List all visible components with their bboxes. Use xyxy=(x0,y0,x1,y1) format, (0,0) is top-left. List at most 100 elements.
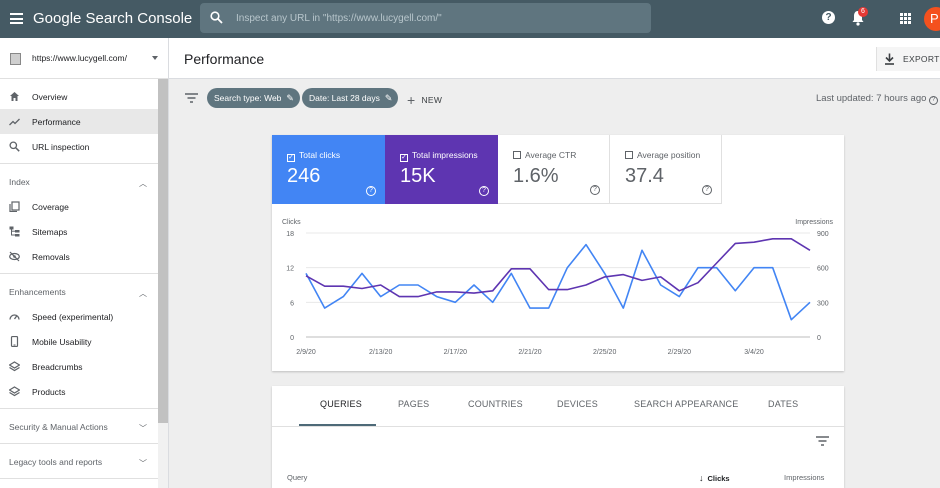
column-header-impressions[interactable]: Impressions xyxy=(784,473,825,482)
metric-total-clicks[interactable]: ✓ Total clicks 246 ? xyxy=(272,135,385,204)
sidebar-item-performance[interactable]: Performance xyxy=(0,109,158,134)
column-header-clicks[interactable]: ↓ Clicks xyxy=(699,473,730,483)
trending-up-icon xyxy=(9,118,20,126)
help-icon[interactable]: ? xyxy=(479,186,489,196)
x-tick-label: 2/17/20 xyxy=(444,349,467,356)
metric-average-position[interactable]: Average position 37.4 ? xyxy=(610,135,722,204)
sidebar-scrollbar-thumb[interactable] xyxy=(158,79,168,423)
tab-devices[interactable]: DEVICES xyxy=(557,399,598,409)
arrow-down-icon: ↓ xyxy=(699,473,704,483)
x-tick-label: 3/4/20 xyxy=(744,349,764,356)
last-updated-text: Last updated: 7 hours ago ? xyxy=(816,93,939,105)
filter-icon[interactable] xyxy=(816,436,829,446)
metric-total-impressions[interactable]: ✓ Total impressions 15K ? xyxy=(385,135,498,204)
sidebar-item-mobile-usability[interactable]: Mobile Usability xyxy=(0,329,158,354)
help-icon[interactable]: ? xyxy=(366,186,376,196)
phone-icon xyxy=(10,336,19,347)
avatar[interactable]: P xyxy=(924,7,940,31)
apps-grid-icon[interactable] xyxy=(900,13,911,24)
left-tick-label: 12 xyxy=(286,266,294,273)
app-title[interactable]: Google Search Console xyxy=(33,10,193,27)
right-tick-label: 900 xyxy=(817,231,829,238)
sidebar-item-speed[interactable]: Speed (experimental) xyxy=(0,304,158,329)
sidebar-item-sitemaps[interactable]: Sitemaps xyxy=(0,219,158,244)
chevron-down-icon: ﹀ xyxy=(139,459,147,468)
help-icon[interactable]: ? xyxy=(822,11,835,24)
tab-countries[interactable]: COUNTRIES xyxy=(468,399,523,409)
date-range-chip[interactable]: Date: Last 28 days ✎ xyxy=(302,88,399,108)
sidebar-item-breadcrumbs[interactable]: Breadcrumbs xyxy=(0,354,158,379)
export-button[interactable]: EXPORT xyxy=(876,47,940,71)
impressions-series-line xyxy=(305,237,811,298)
metric-average-ctr[interactable]: Average CTR 1.6% ? xyxy=(498,135,610,204)
filter-bar: Search type: Web ✎ Date: Last 28 days ✎ + N… xyxy=(169,80,940,118)
x-tick-label: 2/29/20 xyxy=(668,349,691,356)
layers-icon xyxy=(9,386,20,397)
chevron-up-icon: ︿ xyxy=(139,179,147,188)
sidebar-item-removals[interactable]: Removals xyxy=(0,244,158,269)
right-tick-label: 0 xyxy=(817,335,821,342)
sidebar-divider xyxy=(0,478,158,479)
tab-search-appearance[interactable]: SEARCH APPEARANCE xyxy=(634,399,739,409)
sidebar-item-coverage[interactable]: Coverage xyxy=(0,194,158,219)
left-axis-title: Clicks xyxy=(282,219,301,226)
checkbox-unchecked-icon[interactable] xyxy=(625,151,633,159)
top-app-bar: Google Search Console ? 6 P xyxy=(0,0,940,38)
caret-down-icon xyxy=(152,56,158,60)
left-tick-label: 0 xyxy=(290,335,294,342)
tab-queries[interactable]: QUERIES xyxy=(320,399,362,409)
menu-icon[interactable] xyxy=(10,13,23,24)
url-inspect-search[interactable] xyxy=(200,3,651,33)
x-tick-label: 2/21/20 xyxy=(518,349,541,356)
sidebar-section-security[interactable]: Security & Manual Actions ﹀ xyxy=(9,422,147,433)
sidebar-section-index[interactable]: Index ︿ xyxy=(9,177,147,188)
performance-chart: Clicks Impressions 18 900 12 600 6 300 0 0 2/9/20 2… xyxy=(272,204,844,371)
page-header: Performance EXPORT xyxy=(169,38,940,79)
right-axis-title: Impressions xyxy=(795,219,833,226)
search-type-chip[interactable]: Search type: Web ✎ xyxy=(207,88,300,108)
sidebar: https://www.lucygell.com/ Overview Perfo… xyxy=(0,38,169,488)
sidebar-divider xyxy=(0,408,158,409)
right-tick-label: 600 xyxy=(817,266,829,273)
metric-value: 15K xyxy=(400,165,436,187)
filter-icon[interactable] xyxy=(185,93,198,103)
sidebar-section-enhancements[interactable]: Enhancements ︿ xyxy=(9,287,147,298)
tab-dates[interactable]: DATES xyxy=(768,399,799,409)
chevron-down-icon: ﹀ xyxy=(139,424,147,433)
edit-icon: ✎ xyxy=(384,93,393,103)
notification-badge: 6 xyxy=(858,7,868,17)
sitemap-icon xyxy=(9,226,20,237)
column-header-query[interactable]: Query xyxy=(287,473,308,482)
sidebar-section-legacy[interactable]: Legacy tools and reports ﹀ xyxy=(9,457,147,468)
x-tick-label: 2/25/20 xyxy=(593,349,616,356)
chevron-up-icon: ︿ xyxy=(139,289,147,298)
property-favicon-icon xyxy=(10,53,21,65)
edit-icon: ✎ xyxy=(286,93,294,103)
active-tab-indicator xyxy=(299,424,376,426)
new-filter-button[interactable]: + NEW xyxy=(407,92,443,108)
sidebar-item-url-inspection[interactable]: URL inspection xyxy=(0,134,158,159)
layers-icon xyxy=(9,361,20,372)
left-tick-label: 18 xyxy=(286,231,294,238)
search-input[interactable] xyxy=(236,3,636,33)
copy-icon xyxy=(9,201,20,212)
checkbox-checked-icon[interactable]: ✓ xyxy=(287,154,295,162)
tab-pages[interactable]: PAGES xyxy=(398,399,430,409)
help-icon[interactable]: ? xyxy=(702,185,712,195)
right-tick-label: 300 xyxy=(817,300,829,307)
property-selector[interactable]: https://www.lucygell.com/ xyxy=(0,38,168,79)
sidebar-divider xyxy=(0,273,158,274)
x-tick-label: 2/13/20 xyxy=(369,349,392,356)
search-icon xyxy=(9,141,20,152)
home-icon xyxy=(10,92,19,101)
help-circle-icon[interactable]: ? xyxy=(929,96,939,105)
metric-value: 37.4 xyxy=(625,165,664,187)
speed-icon xyxy=(9,314,20,320)
checkbox-unchecked-icon[interactable] xyxy=(513,151,521,159)
property-url: https://www.lucygell.com/ xyxy=(32,53,127,63)
help-icon[interactable]: ? xyxy=(590,185,600,195)
sidebar-item-products[interactable]: Products xyxy=(0,379,158,404)
sidebar-item-overview[interactable]: Overview xyxy=(0,84,158,109)
checkbox-checked-icon[interactable]: ✓ xyxy=(400,154,408,162)
sidebar-divider xyxy=(0,163,158,164)
